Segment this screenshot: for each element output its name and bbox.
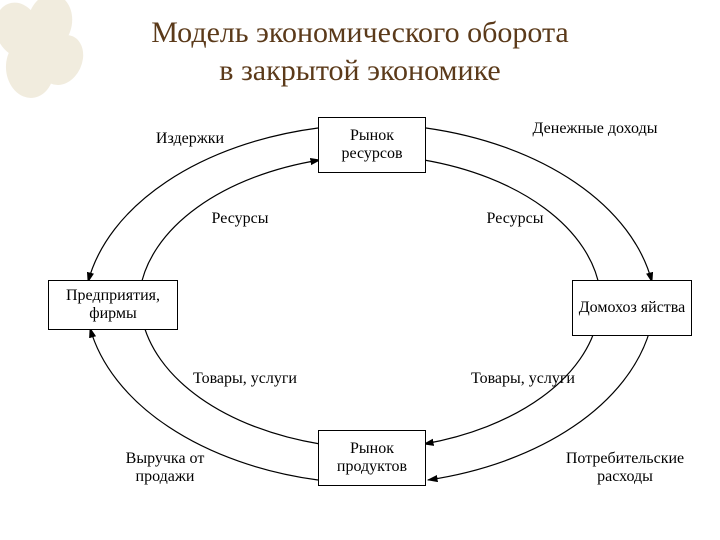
label-goods-right: Товары, услуги bbox=[468, 370, 578, 388]
node-firms-label: Предприятия, фирмы bbox=[53, 287, 173, 324]
label-incomes: Денежные доходы bbox=[530, 120, 660, 138]
node-households: Домохоз яйства bbox=[572, 280, 692, 336]
node-resource-market-label: Рынок ресурсов bbox=[323, 127, 421, 164]
label-costs: Издержки bbox=[135, 130, 245, 148]
circular-flow-diagram: Рынок ресурсов Рынок продуктов Предприят… bbox=[0, 0, 720, 540]
label-resources-left: Ресурсы bbox=[195, 210, 285, 228]
label-spending: Потребительские расходы bbox=[540, 450, 710, 487]
node-households-label: Домохоз яйства bbox=[579, 299, 686, 317]
label-resources-right: Ресурсы bbox=[470, 210, 560, 228]
label-revenue: Выручка от продажи bbox=[95, 450, 235, 487]
node-resource-market: Рынок ресурсов bbox=[318, 117, 426, 173]
node-product-market: Рынок продуктов bbox=[318, 430, 426, 486]
node-product-market-label: Рынок продуктов bbox=[323, 440, 421, 477]
label-goods-left: Товары, услуги bbox=[190, 370, 300, 388]
node-firms: Предприятия, фирмы bbox=[48, 280, 178, 330]
